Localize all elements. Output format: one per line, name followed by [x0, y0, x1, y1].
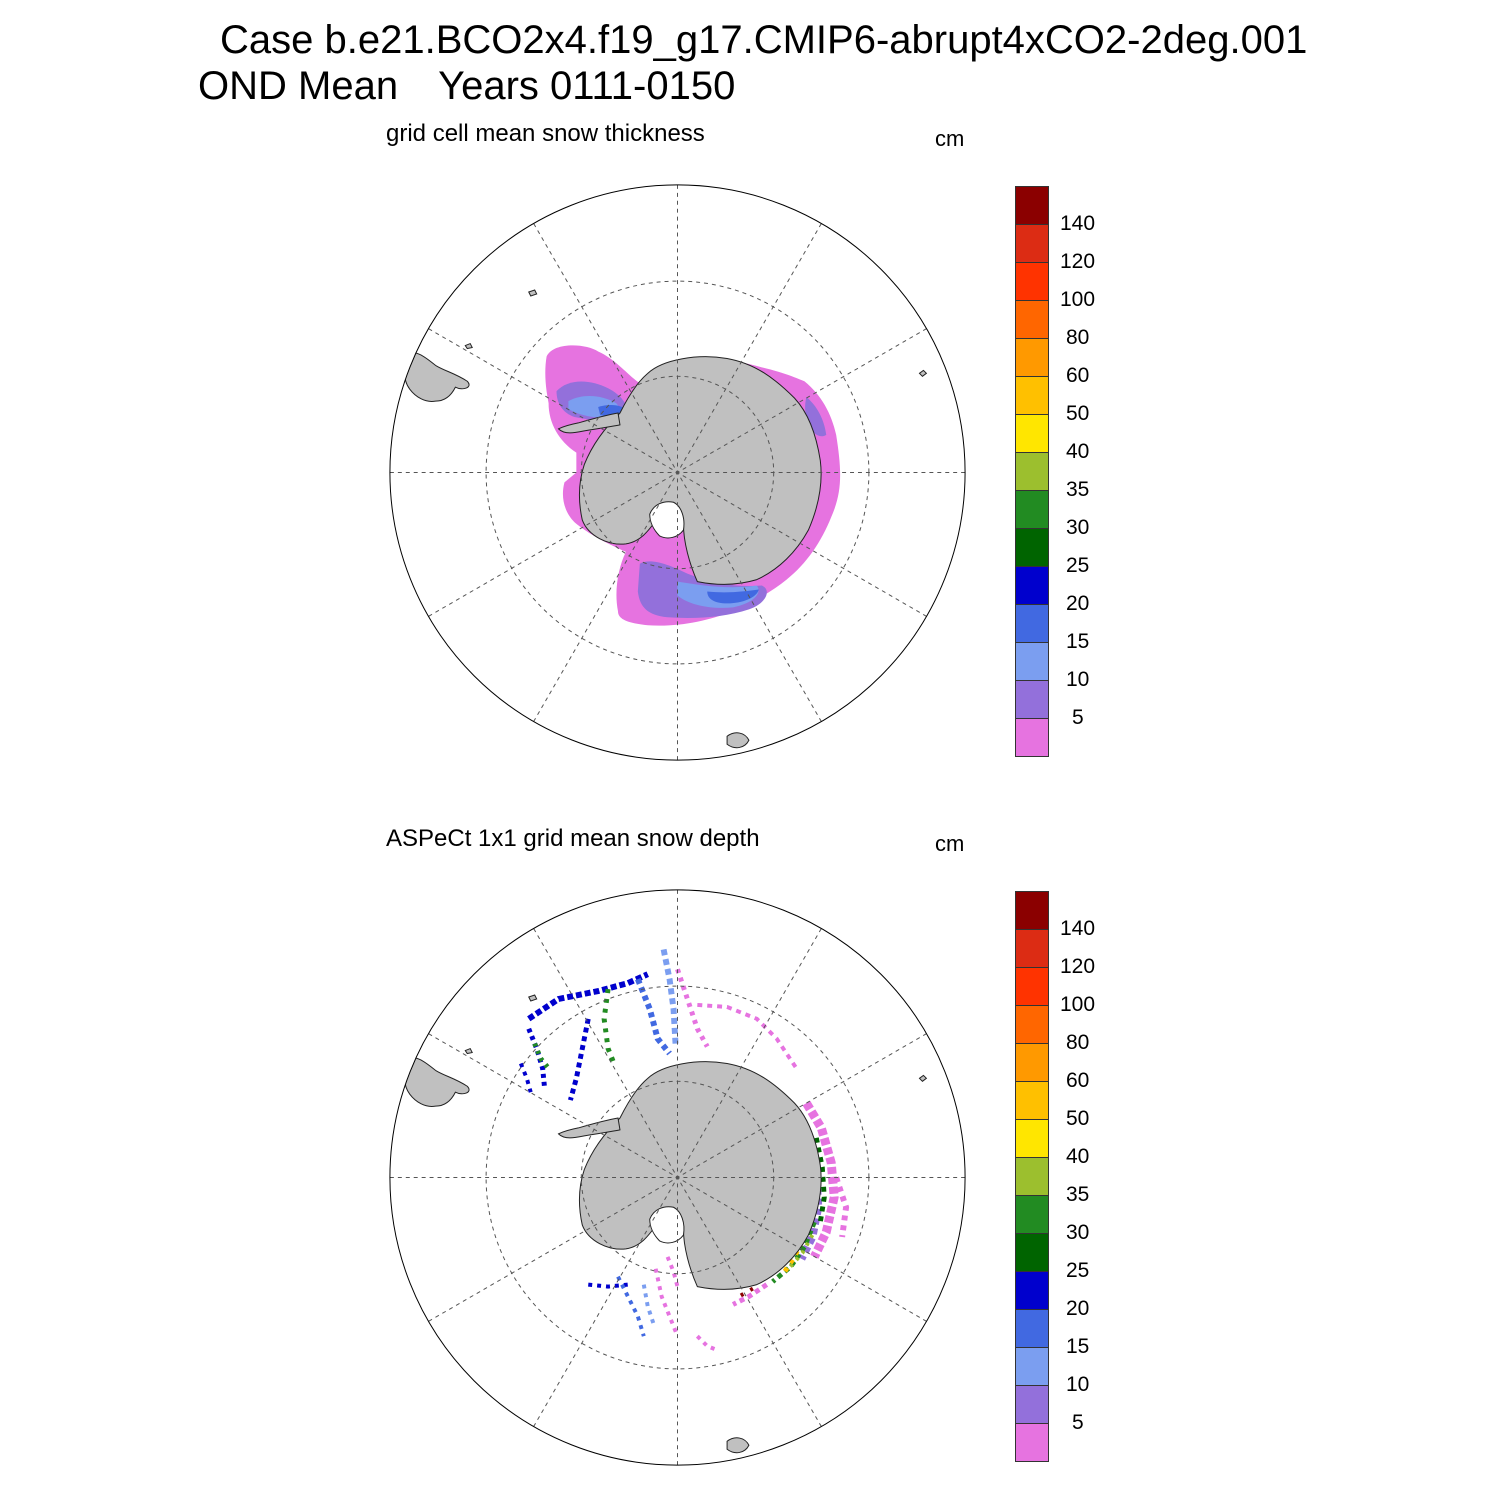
south-america-landmass — [403, 352, 470, 402]
panel-2-title: ASPeCt 1x1 grid mean snow depth — [386, 825, 760, 852]
colorbar-label: 5 — [1072, 1411, 1084, 1434]
colorbar-label: 15 — [1066, 630, 1090, 653]
colorbar-segment — [1015, 1043, 1049, 1082]
south-america-landmass — [403, 1057, 470, 1107]
colorbar-label: 50 — [1066, 1107, 1090, 1130]
colorbar-segment — [1015, 604, 1049, 643]
colorbar-segment — [1015, 224, 1049, 263]
colorbar-segment — [1015, 680, 1049, 719]
colorbar-segment — [1015, 338, 1049, 377]
islands — [464, 994, 928, 1454]
antarctica-landmass — [557, 1061, 822, 1290]
colorbar-label: 60 — [1066, 364, 1090, 387]
panel-2-polar-map — [389, 889, 966, 1466]
figure-title-case: Case b.e21.BCO2x4.f19_g17.CMIP6-abrupt4x… — [220, 18, 1308, 62]
colorbar-label: 140 — [1060, 917, 1096, 940]
colorbar-label: 50 — [1066, 402, 1090, 425]
map-boundary — [389, 889, 966, 1466]
colorbar-segment — [1015, 929, 1049, 968]
colorbar-label: 30 — [1066, 1221, 1090, 1244]
colorbar-label: 30 — [1066, 516, 1090, 539]
colorbar-segment — [1015, 967, 1049, 1006]
colorbar-segment — [1015, 186, 1049, 225]
colorbar-label: 20 — [1066, 592, 1090, 615]
panel-2-units: cm — [935, 831, 965, 856]
colorbar-segment — [1015, 642, 1049, 681]
colorbar-segment — [1015, 1233, 1049, 1272]
colorbar-segment — [1015, 490, 1049, 529]
colorbar-segment — [1015, 891, 1049, 930]
colorbar-label: 40 — [1066, 1145, 1090, 1168]
colorbar-label: 100 — [1060, 288, 1096, 311]
panel-1-colorbar — [1015, 186, 1049, 757]
colorbar-label: 120 — [1060, 250, 1096, 273]
years-label: Years 0111-0150 — [438, 64, 736, 108]
colorbar-segment — [1015, 566, 1049, 605]
season-label: OND Mean — [198, 64, 399, 108]
colorbar-segment — [1015, 376, 1049, 415]
map-boundary — [389, 184, 966, 761]
colorbar-label: 20 — [1066, 1297, 1090, 1320]
panel-1-polar-map — [389, 184, 966, 761]
colorbar-segment — [1015, 1005, 1049, 1044]
graticule — [389, 889, 966, 1466]
colorbar-label: 100 — [1060, 993, 1096, 1016]
colorbar-label: 80 — [1066, 1031, 1090, 1054]
colorbar-segment — [1015, 1195, 1049, 1234]
colorbar-segment — [1015, 452, 1049, 491]
graticule — [389, 184, 966, 761]
colorbar-segment — [1015, 1385, 1049, 1424]
colorbar-segment — [1015, 1309, 1049, 1348]
colorbar-label: 25 — [1066, 554, 1090, 577]
colorbar-label: 10 — [1066, 1373, 1090, 1396]
panel-2-colorbar — [1015, 891, 1049, 1462]
colorbar-segment — [1015, 1271, 1049, 1310]
colorbar-label: 10 — [1066, 668, 1090, 691]
colorbar-label: 5 — [1072, 706, 1084, 729]
colorbar-segment — [1015, 1423, 1049, 1462]
colorbar-segment — [1015, 1119, 1049, 1158]
colorbar-label: 80 — [1066, 326, 1090, 349]
colorbar-segment — [1015, 300, 1049, 339]
colorbar-label: 40 — [1066, 440, 1090, 463]
colorbar-label: 35 — [1066, 478, 1090, 501]
colorbar-label: 140 — [1060, 212, 1096, 235]
colorbar-segment — [1015, 528, 1049, 567]
colorbar-segment — [1015, 1081, 1049, 1120]
colorbar-segment — [1015, 1157, 1049, 1196]
colorbar-label: 25 — [1066, 1259, 1090, 1282]
colorbar-segment — [1015, 414, 1049, 453]
colorbar-label: 35 — [1066, 1183, 1090, 1206]
colorbar-segment — [1015, 1347, 1049, 1386]
panel-1-title: grid cell mean snow thickness — [386, 120, 705, 147]
figure-title-period: OND Mean Years 0111-0150 — [198, 64, 735, 109]
panel-1-units: cm — [935, 126, 965, 151]
colorbar-segment — [1015, 262, 1049, 301]
colorbar-label: 60 — [1066, 1069, 1090, 1092]
colorbar-label: 120 — [1060, 955, 1096, 978]
islands — [464, 289, 928, 749]
colorbar-label: 15 — [1066, 1335, 1090, 1358]
colorbar-segment — [1015, 718, 1049, 757]
